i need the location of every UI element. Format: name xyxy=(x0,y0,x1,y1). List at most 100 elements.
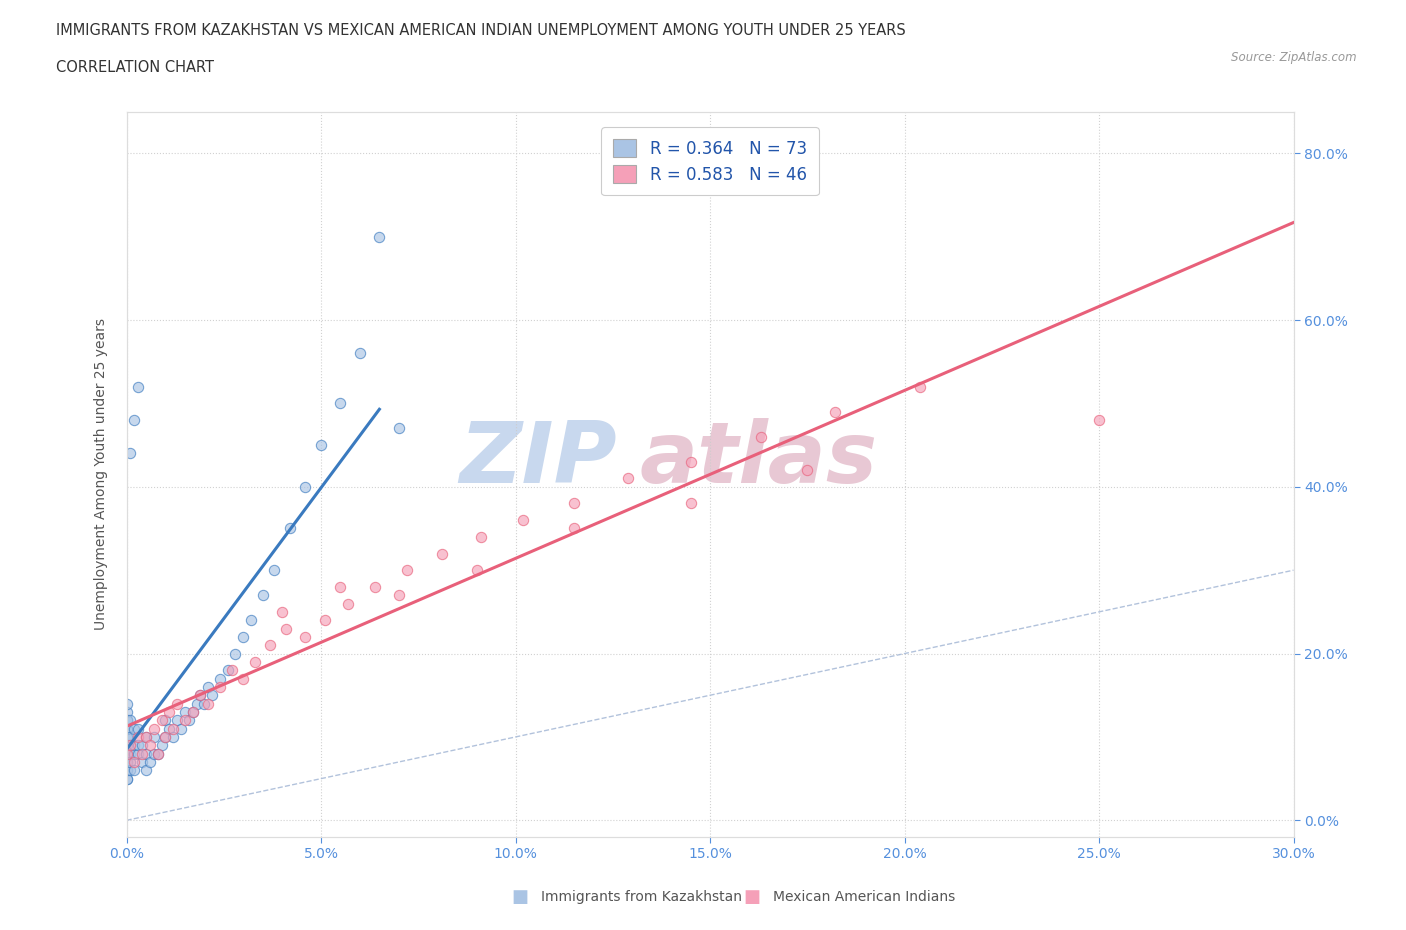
Point xyxy=(124,721,146,736)
Point xyxy=(115,712,138,727)
Text: ZIP: ZIP xyxy=(458,418,617,501)
Point xyxy=(115,754,138,769)
Point xyxy=(120,746,142,761)
Y-axis label: Unemployment Among Youth under 25 years: Unemployment Among Youth under 25 years xyxy=(94,318,108,631)
Point xyxy=(309,438,332,453)
Point xyxy=(120,763,142,777)
Point xyxy=(368,229,391,244)
Point xyxy=(908,379,931,394)
Point xyxy=(388,421,411,436)
Point xyxy=(115,763,138,777)
Point xyxy=(155,712,177,727)
Point xyxy=(166,697,188,711)
Point xyxy=(115,754,138,769)
Point xyxy=(470,529,492,544)
Point xyxy=(174,712,197,727)
Point xyxy=(115,737,138,752)
Point xyxy=(364,579,387,594)
Point xyxy=(271,604,294,619)
Point xyxy=(395,563,418,578)
Point xyxy=(208,680,231,695)
Point xyxy=(193,697,215,711)
Point xyxy=(263,563,285,578)
Point xyxy=(181,705,204,720)
Point xyxy=(127,737,149,752)
Point xyxy=(186,697,208,711)
Point xyxy=(190,688,212,703)
Text: Mexican American Indians: Mexican American Indians xyxy=(773,890,956,905)
Legend: R = 0.364   N = 73, R = 0.583   N = 46: R = 0.364 N = 73, R = 0.583 N = 46 xyxy=(602,127,818,195)
Point xyxy=(115,763,138,777)
Point xyxy=(243,655,266,670)
Point xyxy=(131,754,153,769)
Point xyxy=(162,721,184,736)
Point xyxy=(115,746,138,761)
Point xyxy=(115,721,138,736)
Point xyxy=(115,697,138,711)
Point xyxy=(337,596,360,611)
Point xyxy=(131,746,153,761)
Text: CORRELATION CHART: CORRELATION CHART xyxy=(56,60,214,75)
Point xyxy=(135,729,157,744)
Text: IMMIGRANTS FROM KAZAKHSTAN VS MEXICAN AMERICAN INDIAN UNEMPLOYMENT AMONG YOUTH U: IMMIGRANTS FROM KAZAKHSTAN VS MEXICAN AM… xyxy=(56,23,905,38)
Point xyxy=(349,346,371,361)
Text: atlas: atlas xyxy=(640,418,879,501)
Point xyxy=(190,688,212,703)
Point xyxy=(224,646,246,661)
Point xyxy=(124,737,146,752)
Point xyxy=(150,712,173,727)
Point xyxy=(146,746,169,761)
Point xyxy=(157,705,180,720)
Point xyxy=(155,729,177,744)
Point xyxy=(115,737,138,752)
Point xyxy=(150,737,173,752)
Point xyxy=(174,705,197,720)
Point xyxy=(127,746,149,761)
Point xyxy=(749,430,772,445)
Text: Source: ZipAtlas.com: Source: ZipAtlas.com xyxy=(1232,51,1357,64)
Point xyxy=(512,512,534,527)
Point xyxy=(124,763,146,777)
Point xyxy=(127,379,149,394)
Point xyxy=(115,729,138,744)
Point xyxy=(221,663,243,678)
Point xyxy=(465,563,488,578)
Point xyxy=(197,680,219,695)
Point xyxy=(177,712,200,727)
Point xyxy=(115,746,138,761)
Point xyxy=(796,463,818,478)
Point xyxy=(135,729,157,744)
Point xyxy=(120,712,142,727)
Point xyxy=(166,712,188,727)
Point xyxy=(115,771,138,786)
Point xyxy=(314,613,336,628)
Point xyxy=(115,771,138,786)
Point xyxy=(217,663,239,678)
Point xyxy=(115,705,138,720)
Point xyxy=(115,712,138,727)
Point xyxy=(197,697,219,711)
Point xyxy=(115,721,138,736)
Point xyxy=(294,630,316,644)
Point xyxy=(329,396,352,411)
Point xyxy=(135,746,157,761)
Point xyxy=(155,729,177,744)
Point xyxy=(157,721,180,736)
Point xyxy=(139,754,162,769)
Text: ■: ■ xyxy=(512,888,529,907)
Point xyxy=(127,729,149,744)
Point xyxy=(201,688,224,703)
Point xyxy=(120,729,142,744)
Point xyxy=(430,546,453,561)
Point xyxy=(131,737,153,752)
Point xyxy=(252,588,274,603)
Point xyxy=(240,613,263,628)
Text: Immigrants from Kazakhstan: Immigrants from Kazakhstan xyxy=(541,890,742,905)
Point xyxy=(181,705,204,720)
Point xyxy=(142,729,165,744)
Point xyxy=(115,737,138,752)
Point xyxy=(824,405,846,419)
Point xyxy=(617,471,640,485)
Point xyxy=(124,746,146,761)
Point xyxy=(232,630,254,644)
